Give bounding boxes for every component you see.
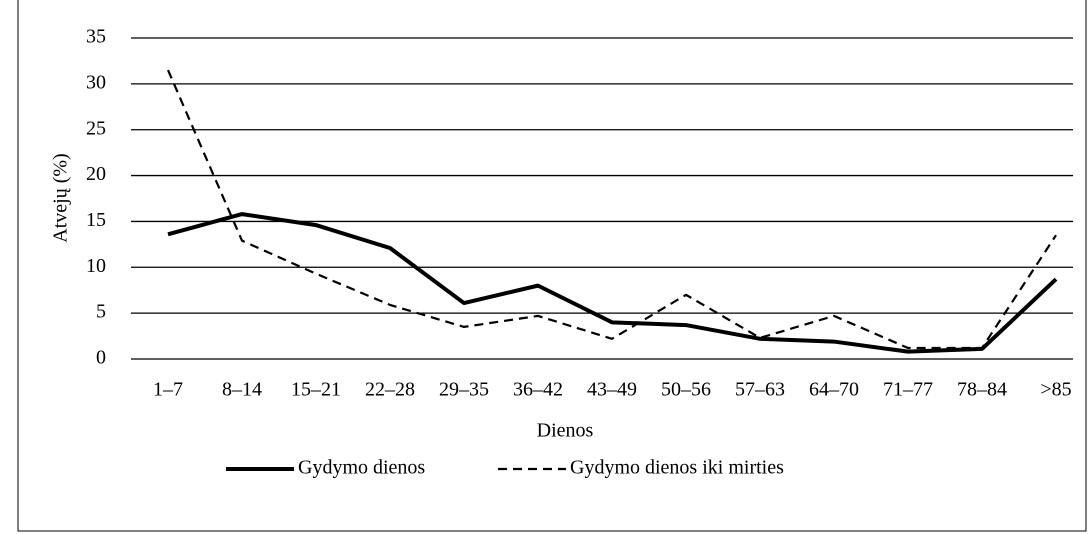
- x-axis-title: Dienos: [537, 420, 594, 442]
- x-tick-label: 50–56: [661, 379, 711, 401]
- chart-border: [17, 0, 1087, 532]
- y-tick-label: 30: [86, 71, 106, 93]
- y-tick-label: 35: [86, 26, 106, 48]
- x-tick-label: 15–21: [291, 379, 341, 401]
- x-tick-label: 29–35: [439, 379, 489, 401]
- y-tick-label: 15: [86, 209, 106, 231]
- x-tick-label: 1–7: [153, 379, 183, 401]
- legend-label: Gydymo dienos iki mirties: [570, 457, 784, 479]
- y-tick-label: 0: [96, 347, 106, 369]
- x-tick-label: 57–63: [735, 379, 785, 401]
- y-tick-label: 10: [86, 255, 106, 277]
- x-tick-label: 64–70: [809, 379, 859, 401]
- legend-label: Gydymo dienos: [298, 457, 425, 479]
- x-tick-label: 22–28: [365, 379, 415, 401]
- x-tick-label: 78–84: [957, 379, 1007, 401]
- x-tick-label: 8–14: [222, 379, 262, 401]
- x-tick-label: 43–49: [587, 379, 637, 401]
- y-tick-label: 20: [86, 163, 106, 185]
- x-tick-label: 36–42: [513, 379, 563, 401]
- y-tick-label: 5: [96, 301, 106, 323]
- y-axis-title: Atvejų (%): [50, 153, 72, 242]
- line-series: [167, 212, 1058, 354]
- line-series: [166, 69, 1057, 350]
- x-tick-label: >85: [1040, 379, 1071, 401]
- y-tick-label: 25: [86, 117, 106, 139]
- x-tick-label: 71–77: [883, 379, 933, 401]
